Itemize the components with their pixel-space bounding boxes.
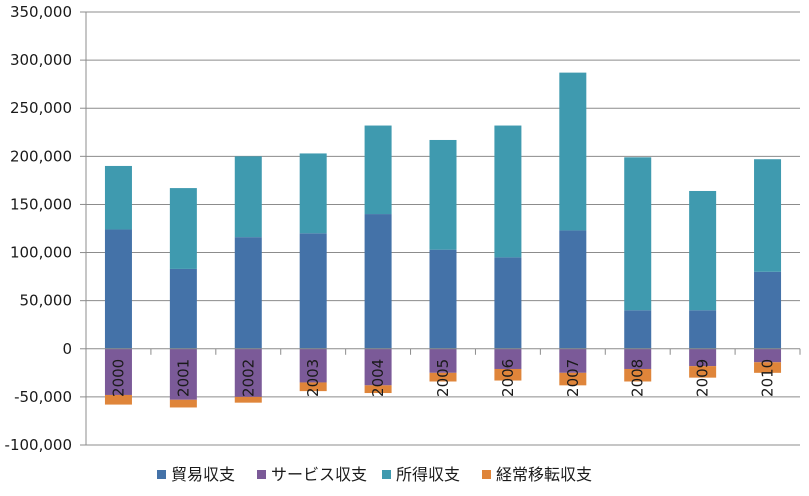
bar-segment	[169, 399, 197, 408]
legend-swatch	[382, 470, 391, 479]
bar-segment	[104, 394, 132, 405]
bar-segment	[689, 348, 717, 367]
legend-label: 貿易収支	[171, 465, 235, 484]
legend-label: 所得収支	[396, 465, 460, 484]
bar-segment	[624, 310, 652, 349]
y-axis-ticks: -100,000 -50,000 0 50,000 100,000 150,000 200,…	[5, 3, 72, 454]
x-category-label: 2009	[694, 359, 712, 397]
x-category-label: 2001	[174, 359, 192, 397]
bar-segment	[689, 310, 717, 349]
x-axis-labels: 2000 2001 2002 2003 2004 2005 2006 2007 2008 2009…	[109, 359, 776, 397]
bar-segment	[364, 348, 392, 386]
bars	[104, 72, 782, 408]
legend-swatch	[257, 470, 266, 479]
x-category-label: 2008	[629, 359, 647, 397]
bar-segment	[494, 368, 522, 381]
bar-segment	[754, 159, 782, 272]
bar-segment	[754, 348, 782, 363]
bar-segment	[689, 366, 717, 378]
bar-segment	[104, 165, 132, 230]
bar-segment	[429, 372, 457, 382]
x-category-label: 2000	[109, 359, 127, 397]
bar-segment	[754, 362, 782, 373]
y-tick-label: 350,000	[10, 3, 72, 21]
y-tick-label: 0	[62, 340, 72, 358]
bar-segment	[559, 72, 587, 231]
bar-segment	[234, 348, 262, 397]
legend: 貿易収支 サービス収支 所得収支 経常移転収支	[157, 465, 592, 484]
bar-segment	[429, 348, 457, 373]
bar-segment	[559, 372, 587, 386]
legend-label: 経常移転収支	[496, 465, 592, 484]
y-tick-label: 150,000	[10, 195, 72, 213]
bar-segment	[169, 268, 197, 349]
bar-segment	[299, 233, 327, 349]
bar-segment	[364, 385, 392, 394]
bar-segment	[234, 396, 262, 403]
x-category-label: 2003	[304, 359, 322, 397]
bar-segment	[364, 214, 392, 349]
legend-label: サービス収支	[271, 465, 367, 484]
bar-segment	[299, 153, 327, 234]
y-tick-label: 50,000	[20, 292, 73, 310]
axes	[80, 11, 801, 446]
y-tick-label: -50,000	[14, 388, 72, 406]
x-category-label: 2007	[564, 359, 582, 397]
bar-segment	[624, 368, 652, 382]
x-category-label: 2010	[759, 359, 777, 397]
bar-segment	[559, 348, 587, 373]
y-tick-label: 250,000	[10, 99, 72, 117]
bar-segment	[689, 190, 717, 311]
bar-segment	[104, 229, 132, 349]
y-tick-label: -100,000	[5, 436, 72, 454]
bar-segment	[364, 125, 392, 215]
y-tick-label: 200,000	[10, 147, 72, 165]
bar-segment	[754, 271, 782, 349]
bar-segment	[494, 257, 522, 349]
x-category-label: 2006	[499, 359, 517, 397]
bar-segment	[299, 382, 327, 392]
bar-segment	[299, 348, 327, 383]
x-category-label: 2004	[369, 359, 387, 397]
bar-segment	[559, 230, 587, 349]
y-tick-label: 100,000	[10, 244, 72, 262]
legend-swatch	[482, 470, 491, 479]
y-tick-label: 300,000	[10, 51, 72, 69]
bar-segment	[624, 348, 652, 369]
x-category-label: 2002	[239, 359, 257, 397]
bar-segment	[429, 249, 457, 349]
bar-segment	[429, 139, 457, 250]
bar-segment	[494, 348, 522, 369]
bar-segment	[169, 188, 197, 269]
bar-segment	[169, 348, 197, 400]
bar-segment	[624, 157, 652, 311]
bar-segment	[234, 237, 262, 349]
legend-swatch	[157, 470, 166, 479]
x-category-label: 2005	[434, 359, 452, 397]
bar-segment	[104, 348, 132, 395]
bar-segment	[494, 125, 522, 258]
bar-segment	[234, 156, 262, 238]
